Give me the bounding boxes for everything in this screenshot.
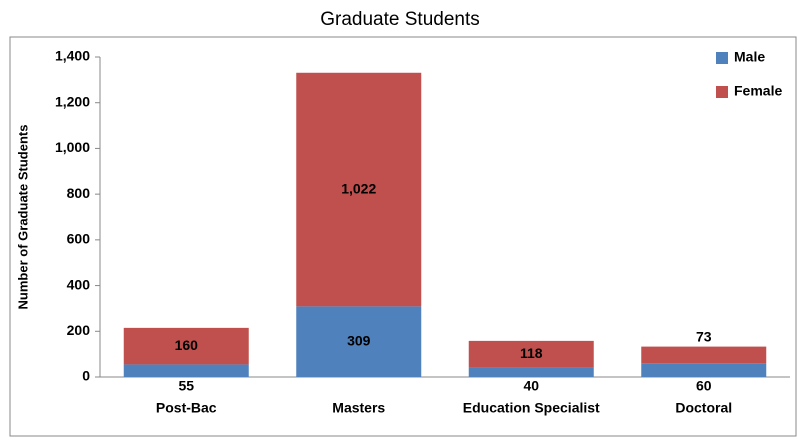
data-label: 1,022 (341, 180, 376, 196)
x-tick-label: Masters (332, 400, 385, 416)
bar-segment (296, 306, 422, 377)
legend-swatch (716, 86, 728, 98)
y-axis-title: Number of Graduate Students (15, 125, 30, 310)
bar-segment (123, 327, 249, 365)
chart-border (9, 36, 797, 437)
x-tick-label: Post-Bac (156, 400, 217, 416)
legend-swatch (716, 52, 728, 64)
y-tick-label: 1,200 (55, 93, 90, 109)
data-label: 160 (175, 337, 199, 353)
y-tick-label: 0 (82, 368, 90, 384)
legend-label: Female (734, 83, 782, 99)
x-tick-label: Doctoral (675, 400, 732, 416)
bar-segment (468, 340, 594, 368)
data-label: 60 (696, 378, 712, 394)
bar-segment (641, 346, 767, 364)
data-label: 309 (347, 332, 371, 348)
bar-segment (468, 367, 594, 377)
legend-label: Male (734, 49, 765, 65)
x-tick-label: Education Specialist (463, 400, 600, 416)
y-tick-label: 400 (67, 276, 91, 292)
bar-segment (123, 364, 249, 377)
chart-title: Graduate Students (320, 9, 480, 30)
y-tick-label: 1,400 (55, 48, 90, 64)
y-tick-label: 800 (67, 185, 91, 201)
y-tick-label: 600 (67, 231, 91, 247)
y-tick-label: 1,000 (55, 139, 90, 155)
bar-segment (296, 72, 422, 307)
data-label: 55 (178, 378, 194, 394)
data-label: 40 (523, 378, 539, 394)
data-label: 118 (520, 345, 543, 361)
data-label: 73 (696, 328, 712, 344)
bar-segment (641, 363, 767, 377)
y-tick-label: 200 (67, 322, 91, 338)
